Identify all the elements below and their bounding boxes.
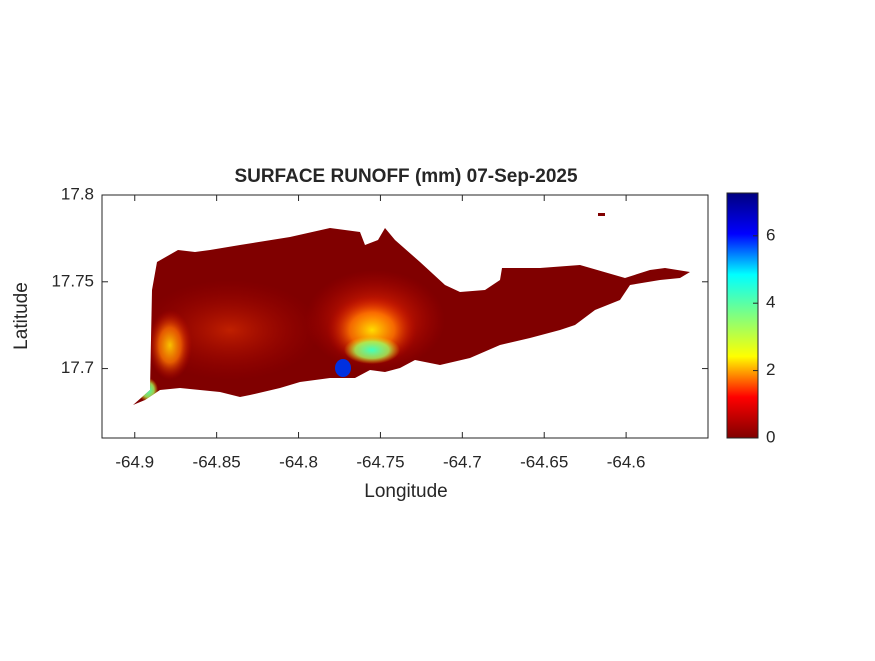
colorbar: 0 2 4 6 xyxy=(726,192,775,446)
x-tick-label: -64.9 xyxy=(115,452,154,471)
x-tick-label: -64.65 xyxy=(520,452,568,471)
islet xyxy=(598,213,605,216)
colorbar-scale xyxy=(726,192,759,439)
y-tick-label: 17.8 xyxy=(61,184,94,203)
colorbar-tick-label: 0 xyxy=(766,427,775,446)
y-axis-label: Latitude xyxy=(11,282,32,350)
x-tick-label: -64.75 xyxy=(356,452,404,471)
colorbar-tick-label: 6 xyxy=(766,225,775,244)
y-tick-label: 17.7 xyxy=(61,358,94,377)
x-tick-label: -64.6 xyxy=(607,452,646,471)
x-axis-label: Longitude xyxy=(364,481,447,502)
colorbar-tick-label: 2 xyxy=(766,360,775,379)
x-tick-label: -64.8 xyxy=(279,452,318,471)
x-tick-label: -64.7 xyxy=(443,452,482,471)
chart-title: SURFACE RUNOFF (mm) 07-Sep-2025 xyxy=(234,166,578,187)
colorbar-tick-label: 4 xyxy=(766,293,775,312)
y-tick-label: 17.75 xyxy=(51,271,94,290)
x-tick-label: -64.85 xyxy=(193,452,241,471)
